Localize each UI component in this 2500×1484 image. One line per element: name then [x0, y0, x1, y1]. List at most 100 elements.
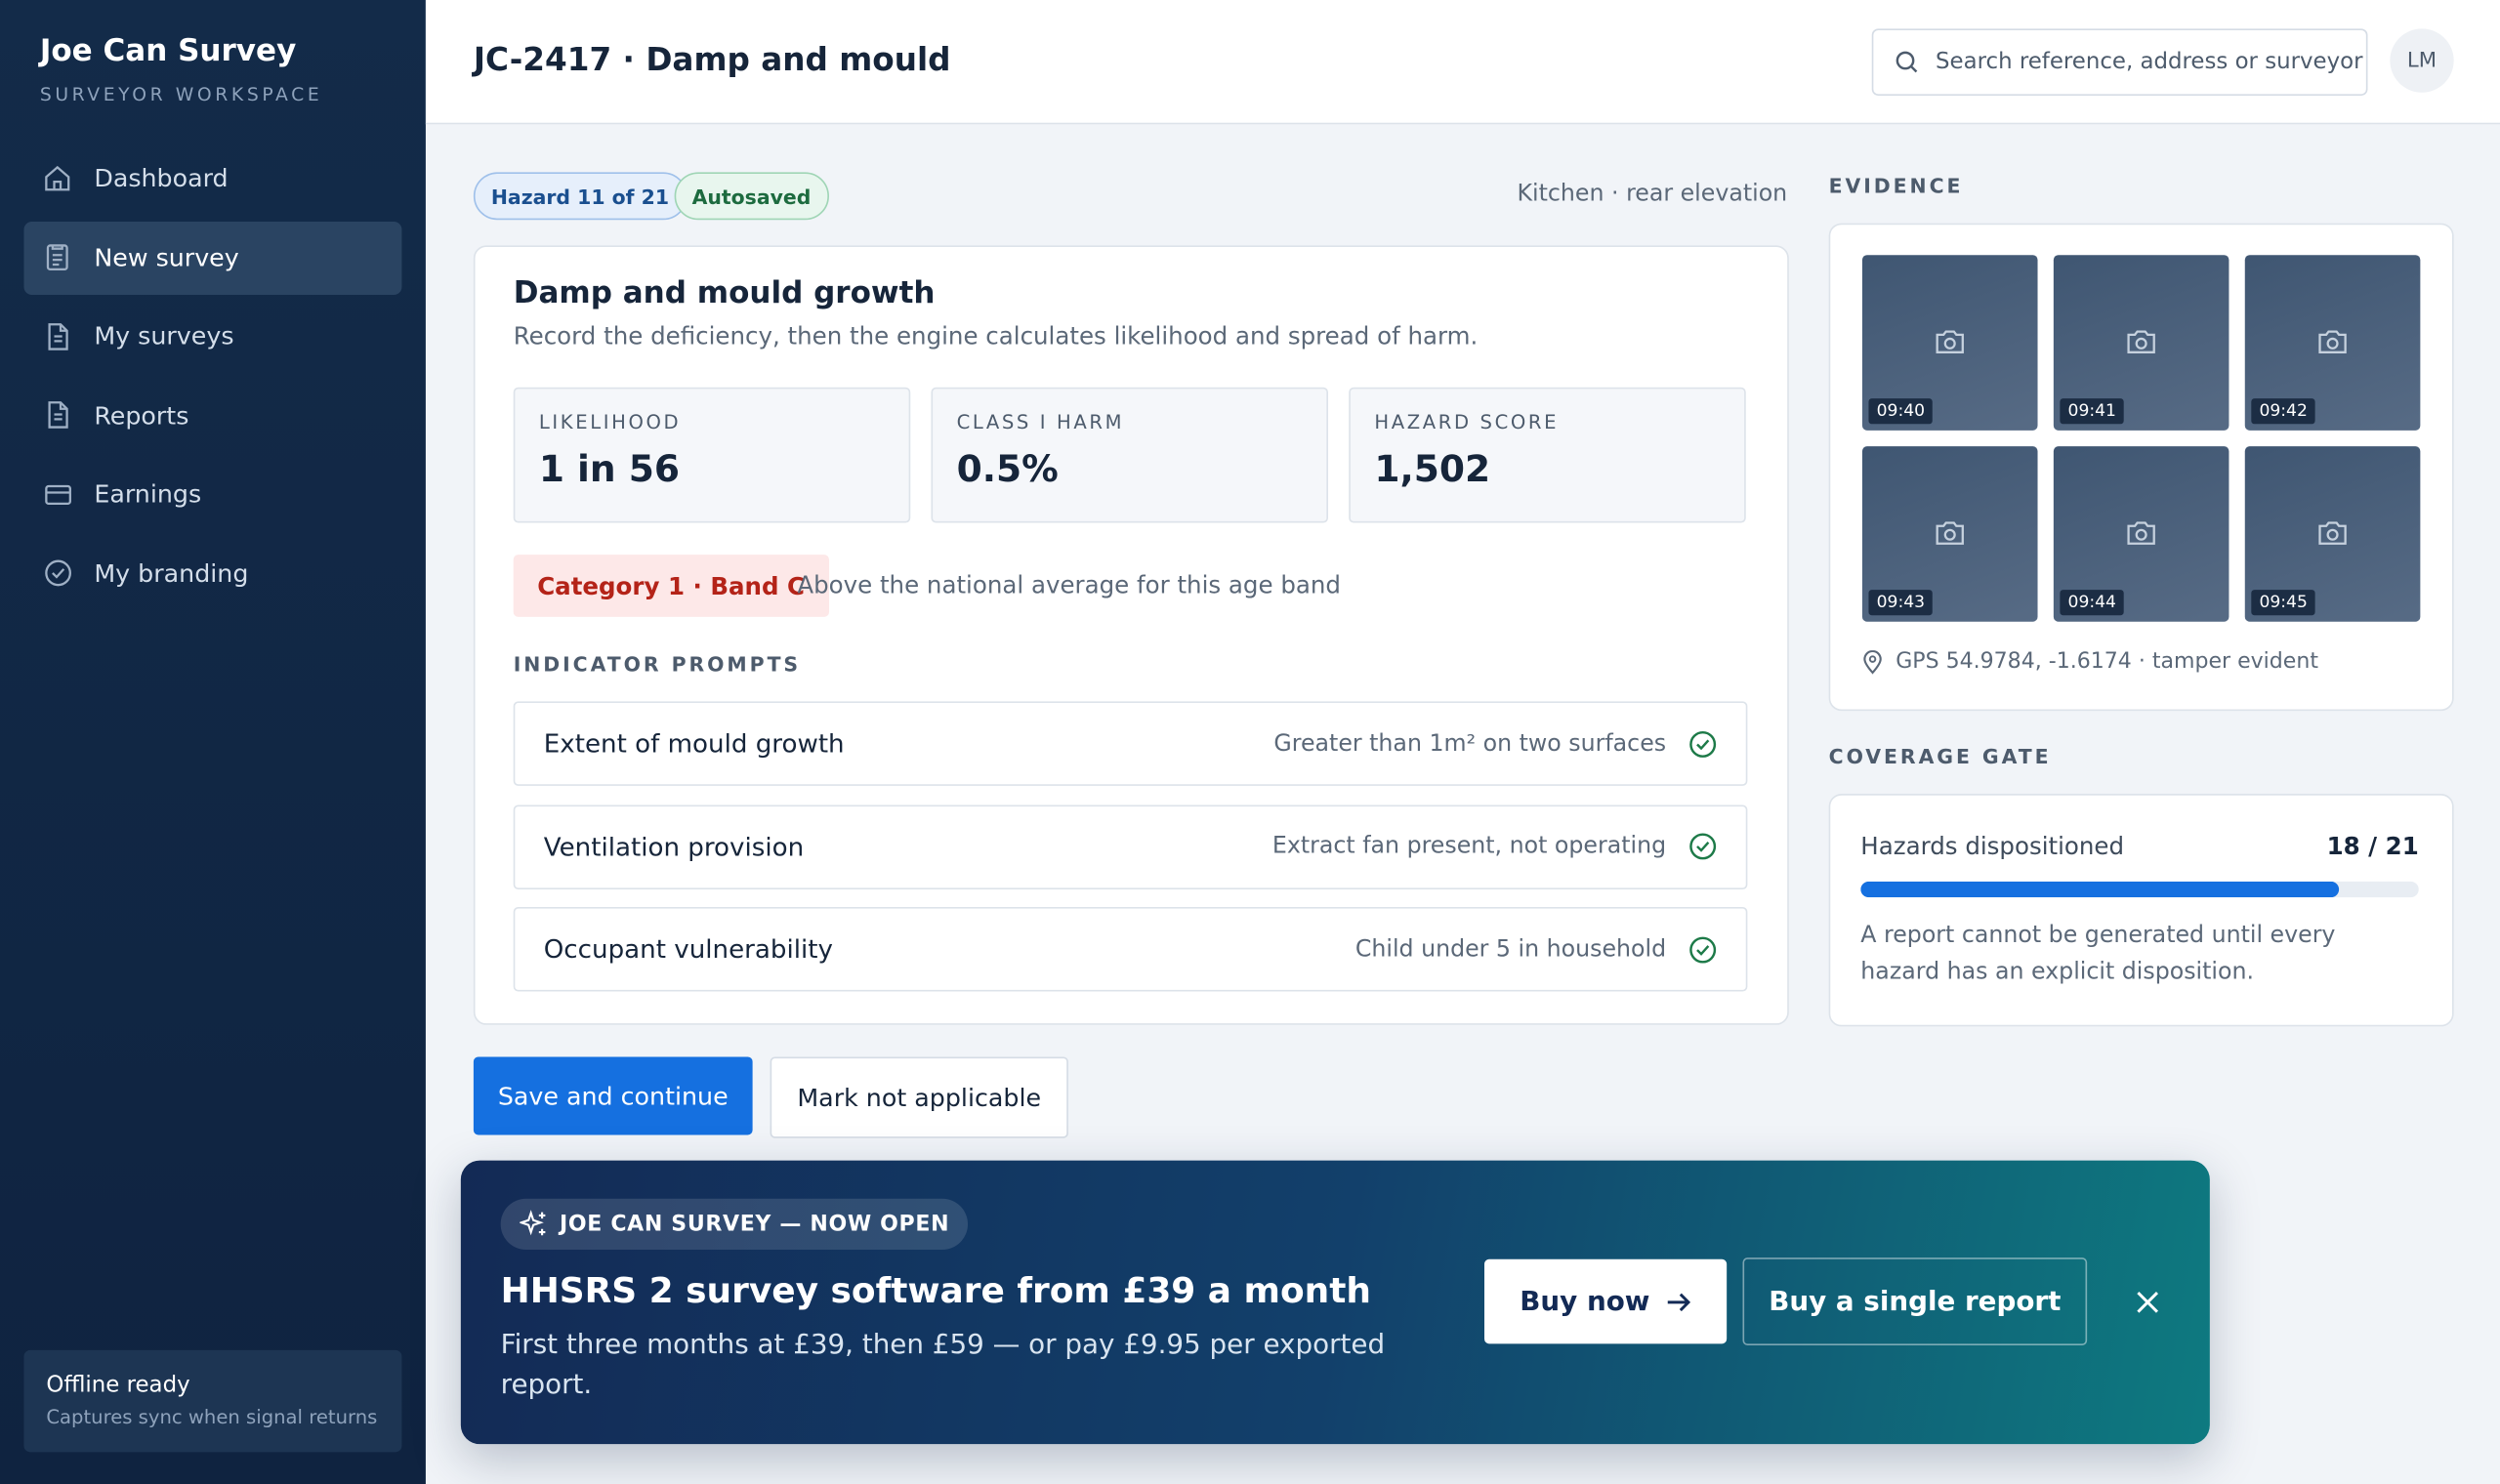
search-box[interactable]: Search reference, address or surveyor — [1871, 28, 2368, 96]
status-text: Captures sync when signal returns — [46, 1405, 378, 1428]
buy-now-label: Buy now — [1520, 1285, 1650, 1318]
nav-icon — [45, 483, 71, 505]
banner-tag-text: JOE CAN SURVEY — NOW OPEN — [560, 1211, 950, 1237]
status-title: Offline ready — [46, 1372, 190, 1398]
stat-label: HAZARD SCORE — [1374, 411, 1560, 434]
progress-track — [1860, 881, 2419, 898]
photo-time: 09:42 — [2251, 398, 2316, 425]
hazard-card — [473, 245, 1789, 1025]
nav-item[interactable]: New survey — [23, 221, 402, 295]
stat-box: CLASS I HARM 0.5% — [931, 387, 1328, 523]
prompt-value: Extract fan present, not operating — [1271, 833, 1667, 859]
coverage-card — [1828, 794, 2454, 1027]
photo[interactable]: 09:41 — [2053, 255, 2229, 431]
prompt-value: Child under 5 in household — [1354, 936, 1667, 963]
coverage-label: Hazards dispositioned — [1860, 832, 2125, 861]
nav-label: Earnings — [94, 479, 202, 509]
coverage-note: A report cannot be generated until every… — [1860, 923, 2336, 985]
stat-box: HAZARD SCORE 1,502 — [1349, 387, 1746, 523]
stat-label: LIKELIHOOD — [538, 411, 682, 434]
brand-subtitle: SURVEYOR WORKSPACE — [39, 82, 323, 105]
save-button[interactable]: Save and continue — [473, 1056, 753, 1135]
nav-icon — [45, 559, 71, 587]
prompt-label: Occupant vulnerability — [543, 933, 833, 965]
band-badge: Category 1 · Band C — [513, 555, 829, 617]
check-icon — [1689, 730, 1717, 758]
coverage-count: 18 / 21 — [2326, 832, 2419, 861]
prompt-row[interactable]: Extent of mould growth Greater than 1m² o… — [513, 701, 1748, 786]
prompt-row[interactable]: Occupant vulnerability Child under 5 in h… — [513, 906, 1748, 992]
photo[interactable]: 09:43 — [1861, 446, 2038, 622]
check-icon — [1689, 833, 1717, 860]
camera-icon — [1936, 521, 1964, 545]
nav-icon — [45, 165, 70, 190]
banner-text: First three months at £39, then £59 — or… — [500, 1329, 1386, 1402]
progress-fill — [1860, 881, 2340, 898]
camera-icon — [2318, 330, 2347, 353]
stat-value: 1,502 — [1374, 449, 1491, 491]
nav-label: New survey — [94, 242, 239, 272]
nav-item[interactable]: My branding — [23, 536, 401, 609]
nav-item[interactable]: Earnings — [23, 458, 401, 531]
nav-label: My surveys — [94, 321, 234, 351]
location: Kitchen · rear elevation — [1517, 182, 1788, 208]
nav-item[interactable]: Reports — [23, 379, 401, 452]
offline-status: Offline ready Captures sync when signal … — [23, 1349, 402, 1453]
promo-banner: JOE CAN SURVEY — NOW OPEN HHSRS 2 survey… — [460, 1160, 2210, 1445]
nav-label: Dashboard — [94, 164, 229, 193]
single-report-button[interactable]: Buy a single report — [1742, 1257, 2088, 1345]
nav-item[interactable]: My surveys — [23, 300, 401, 373]
close-button[interactable] — [2137, 1291, 2159, 1313]
hazard-heading: Damp and mould growth — [513, 275, 936, 311]
photo-time: 09:44 — [2060, 590, 2125, 616]
band-note: Above the national average for this age … — [797, 570, 1341, 599]
camera-icon — [2127, 330, 2155, 353]
prompt-row[interactable]: Ventilation provision Extract fan present… — [513, 804, 1748, 889]
sidebar: Joe Can Survey SURVEYOR WORKSPACE Dashbo… — [0, 0, 426, 1484]
not-applicable-button[interactable]: Mark not applicable — [770, 1056, 1068, 1138]
search-icon — [1896, 51, 1918, 73]
stat-value: 0.5% — [956, 449, 1059, 491]
sparkle-icon — [520, 1210, 546, 1236]
avatar[interactable]: LM — [2390, 28, 2454, 93]
coverage-title: COVERAGE GATE — [1828, 744, 2052, 768]
photo-time: 09:43 — [1868, 590, 1934, 616]
arrow-icon — [1667, 1292, 1690, 1311]
stat-value: 1 in 56 — [538, 449, 680, 491]
buy-now-button[interactable]: Buy now — [1483, 1258, 1728, 1344]
pin-icon — [1863, 650, 1882, 675]
banner-tag: JOE CAN SURVEY — NOW OPEN — [500, 1198, 969, 1250]
nav-item[interactable]: Dashboard — [23, 142, 401, 215]
photo-time: 09:41 — [2060, 398, 2125, 425]
brand: Joe Can Survey — [39, 33, 297, 69]
topbar: JC-2417 · Damp and mould Search referenc… — [425, 0, 2500, 125]
camera-icon — [1936, 330, 1964, 353]
photo[interactable]: 09:40 — [1861, 255, 2038, 431]
photo-time: 09:40 — [1868, 398, 1934, 425]
photo-time: 09:45 — [2251, 590, 2316, 616]
nav-icon — [46, 244, 68, 271]
photo[interactable]: 09:45 — [2244, 446, 2421, 622]
hazard-description: Record the deficiency, then the engine c… — [513, 321, 1479, 351]
camera-icon — [2127, 521, 2155, 545]
page-title: JC-2417 · Damp and mould — [473, 39, 951, 78]
photo[interactable]: 09:42 — [2244, 255, 2421, 431]
nav-label: Reports — [94, 400, 189, 430]
hazard-pill: Hazard 11 of 21 — [473, 172, 688, 221]
prompt-label: Ventilation provision — [543, 831, 805, 862]
nav-label: My branding — [94, 558, 249, 588]
autosaved-pill: Autosaved — [674, 172, 829, 221]
photo[interactable]: 09:44 — [2053, 446, 2229, 622]
prompt-value: Greater than 1m² on two surfaces — [1273, 730, 1667, 757]
gps: GPS 54.9784, -1.6174 · tamper evident — [1896, 648, 2318, 675]
prompt-label: Extent of mould growth — [543, 728, 845, 760]
search-placeholder: Search reference, address or surveyor — [1936, 49, 2363, 75]
nav-icon — [48, 401, 68, 429]
camera-icon — [2318, 521, 2347, 545]
stat-box: LIKELIHOOD 1 in 56 — [513, 387, 911, 523]
check-icon — [1689, 935, 1717, 963]
nav-icon — [48, 322, 68, 350]
